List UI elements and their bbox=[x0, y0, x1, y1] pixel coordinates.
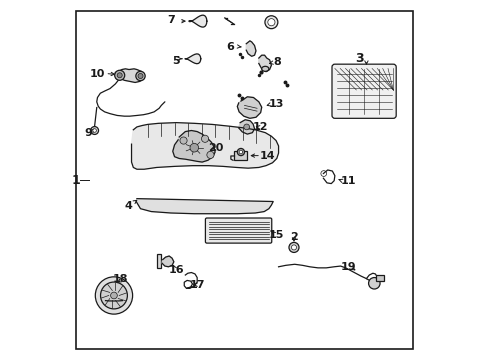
Polygon shape bbox=[237, 97, 261, 118]
Bar bbox=[156, 254, 161, 268]
Bar bbox=[234, 151, 246, 160]
Circle shape bbox=[180, 137, 187, 144]
Circle shape bbox=[138, 73, 142, 78]
Circle shape bbox=[291, 245, 296, 250]
Text: 7: 7 bbox=[167, 15, 175, 26]
Polygon shape bbox=[115, 69, 143, 82]
Circle shape bbox=[90, 127, 99, 134]
Circle shape bbox=[239, 150, 242, 154]
Text: 11: 11 bbox=[340, 176, 356, 186]
Text: 8: 8 bbox=[273, 57, 281, 67]
Polygon shape bbox=[136, 199, 273, 214]
Text: 10: 10 bbox=[90, 69, 105, 79]
FancyBboxPatch shape bbox=[205, 218, 271, 243]
Text: 12: 12 bbox=[252, 122, 268, 132]
FancyBboxPatch shape bbox=[331, 64, 395, 118]
Text: 19: 19 bbox=[340, 262, 356, 272]
Circle shape bbox=[95, 277, 132, 314]
Polygon shape bbox=[238, 120, 254, 134]
Circle shape bbox=[264, 16, 277, 29]
Ellipse shape bbox=[261, 66, 268, 71]
Polygon shape bbox=[172, 131, 215, 162]
Circle shape bbox=[136, 71, 145, 81]
Circle shape bbox=[267, 19, 274, 26]
Circle shape bbox=[201, 135, 208, 142]
Circle shape bbox=[110, 292, 117, 299]
Circle shape bbox=[244, 124, 249, 130]
Polygon shape bbox=[188, 15, 206, 27]
Circle shape bbox=[237, 148, 244, 156]
Text: 13: 13 bbox=[268, 99, 284, 109]
Text: 9: 9 bbox=[84, 128, 92, 138]
Circle shape bbox=[115, 70, 124, 80]
Text: 4: 4 bbox=[124, 201, 132, 211]
Polygon shape bbox=[184, 54, 201, 64]
Circle shape bbox=[368, 278, 379, 289]
Text: 5: 5 bbox=[172, 55, 180, 66]
Text: 15: 15 bbox=[268, 230, 284, 240]
Text: 2: 2 bbox=[289, 232, 297, 242]
Text: 17: 17 bbox=[190, 280, 205, 290]
Text: 3: 3 bbox=[354, 51, 363, 64]
Circle shape bbox=[117, 73, 122, 78]
Polygon shape bbox=[131, 123, 278, 169]
Circle shape bbox=[190, 143, 198, 152]
Text: 14: 14 bbox=[260, 150, 275, 161]
Text: 20: 20 bbox=[208, 143, 223, 153]
Polygon shape bbox=[162, 256, 174, 267]
Circle shape bbox=[288, 242, 298, 252]
Polygon shape bbox=[246, 41, 255, 56]
Circle shape bbox=[93, 129, 96, 132]
Polygon shape bbox=[258, 55, 271, 72]
Text: 18: 18 bbox=[113, 274, 128, 284]
Circle shape bbox=[206, 151, 214, 158]
Text: 1: 1 bbox=[71, 174, 80, 186]
Text: 16: 16 bbox=[168, 265, 184, 275]
Circle shape bbox=[101, 282, 127, 309]
Bar bbox=[376, 275, 383, 281]
Text: 6: 6 bbox=[226, 42, 234, 51]
